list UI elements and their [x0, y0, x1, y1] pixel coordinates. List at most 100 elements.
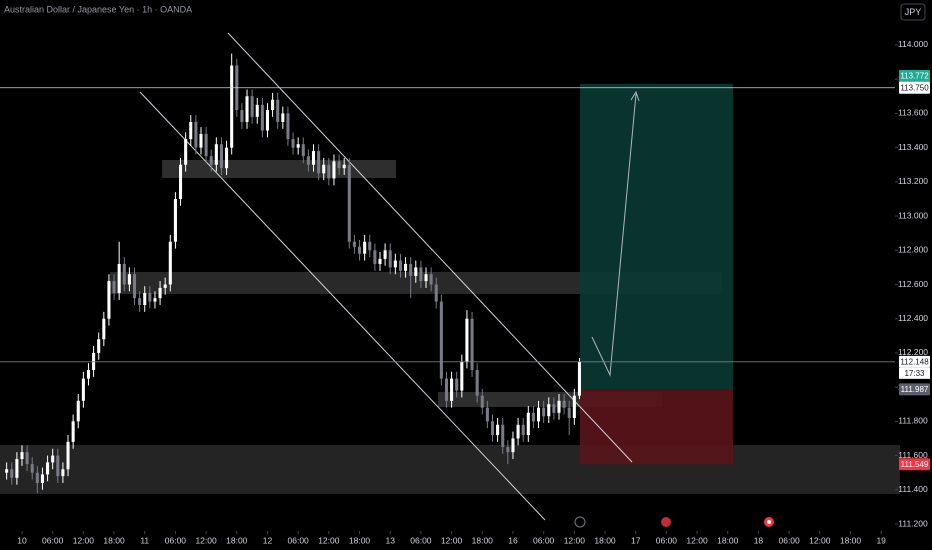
candle-body	[373, 250, 377, 264]
y-tick-label: 111.800	[898, 416, 928, 426]
candle-body	[398, 260, 402, 271]
stop-zone	[580, 389, 733, 465]
candle-body	[271, 99, 275, 111]
stop-box	[899, 458, 930, 471]
candle-body	[276, 99, 280, 122]
candle-body	[209, 156, 213, 165]
candle-body	[547, 404, 551, 417]
arrow-head	[630, 90, 640, 102]
candle-body	[25, 452, 29, 465]
candle-body	[567, 407, 571, 418]
candle-body	[439, 301, 443, 379]
channel-line	[227, 32, 633, 463]
x-tick-label: 13	[385, 535, 395, 545]
candle-body	[368, 241, 372, 251]
candle-body	[86, 370, 91, 379]
x-tick-label: 18:00	[226, 535, 248, 545]
x-tick-label: 12:00	[73, 535, 95, 545]
candle-body	[347, 164, 351, 242]
target-zone	[580, 83, 733, 390]
candle-body	[194, 121, 198, 148]
candle-body	[521, 424, 525, 436]
x-tick-label: 17	[631, 535, 641, 545]
x-tick-label: 11	[140, 535, 149, 545]
candle-body	[363, 241, 367, 254]
chart-title: Australian Dollar / Japanese Yen · 1h · …	[4, 4, 192, 14]
candle-body	[107, 281, 111, 319]
candle-body	[444, 378, 449, 401]
x-tick-label: 12:00	[195, 535, 217, 545]
candle-body	[470, 318, 474, 371]
candle-body	[250, 96, 254, 117]
candle-body	[460, 361, 464, 391]
event-icon-dot	[767, 520, 771, 524]
candle-body	[179, 164, 183, 199]
x-tick-label: 10	[17, 535, 27, 545]
candle-body	[230, 65, 234, 148]
candle-body	[572, 395, 576, 418]
candle-body	[127, 274, 131, 285]
candle-body	[542, 407, 546, 417]
currency: JPY	[905, 7, 922, 17]
candle-body	[465, 318, 469, 362]
x-tick-label: 06:00	[165, 535, 187, 545]
candle-body	[557, 400, 561, 413]
target-box	[899, 69, 930, 82]
candle-body	[342, 164, 346, 169]
zone	[0, 445, 900, 494]
candle-body	[552, 404, 556, 413]
candle-body	[214, 144, 218, 165]
currency-button[interactable]	[900, 3, 926, 21]
countdown-box	[899, 367, 930, 379]
candle-body	[46, 462, 50, 475]
candle-body	[516, 424, 520, 439]
candle-body	[404, 263, 408, 271]
x-tick-label: 18:00	[594, 535, 616, 545]
candle-body	[40, 474, 44, 483]
event-icon[interactable]	[574, 516, 586, 528]
x-tick-label: 06:00	[42, 535, 64, 545]
y-tick-label: 112.600	[898, 279, 928, 289]
candle-body	[531, 412, 535, 422]
candle-body	[255, 104, 259, 117]
candle-body	[455, 378, 459, 391]
candle-body	[158, 287, 162, 299]
candle-body	[265, 110, 270, 131]
candle-body	[424, 274, 428, 282]
candle-body	[383, 250, 387, 259]
candle-body	[143, 293, 147, 306]
x-tick-label: 06:00	[410, 535, 432, 545]
candle-body	[199, 133, 203, 148]
hline-label: 113.750	[900, 83, 929, 92]
candle-body	[291, 139, 295, 148]
candle-body	[511, 438, 515, 453]
event-icon[interactable]	[661, 517, 671, 527]
candle-body	[506, 447, 510, 453]
candle-body	[301, 144, 305, 157]
y-tick-label: 111.600	[898, 450, 928, 460]
entry-box	[899, 383, 930, 396]
candle-body	[501, 424, 505, 448]
candle-body	[434, 284, 438, 302]
x-tick-label: 06:00	[778, 535, 800, 545]
candle-body	[337, 161, 341, 169]
candle-body	[112, 281, 116, 294]
candle-body	[81, 378, 85, 401]
x-tick-label: 18:00	[840, 535, 862, 545]
candle-body	[97, 339, 101, 353]
candle-body	[296, 144, 300, 148]
candle-body	[322, 164, 326, 174]
candle-body	[168, 241, 172, 285]
candle-body	[475, 370, 479, 396]
candle-body	[577, 361, 581, 396]
candle-body	[327, 164, 331, 179]
y-tick-label: 112.800	[898, 245, 928, 255]
candle-body	[15, 459, 19, 478]
countdown: 17:33	[904, 369, 925, 378]
candle-body	[496, 424, 500, 436]
candle-body	[450, 378, 454, 401]
y-tick-label: 112.400	[898, 313, 928, 323]
channel-line	[139, 91, 546, 521]
target-label: 113.772	[900, 72, 929, 81]
candle-body	[485, 407, 489, 422]
